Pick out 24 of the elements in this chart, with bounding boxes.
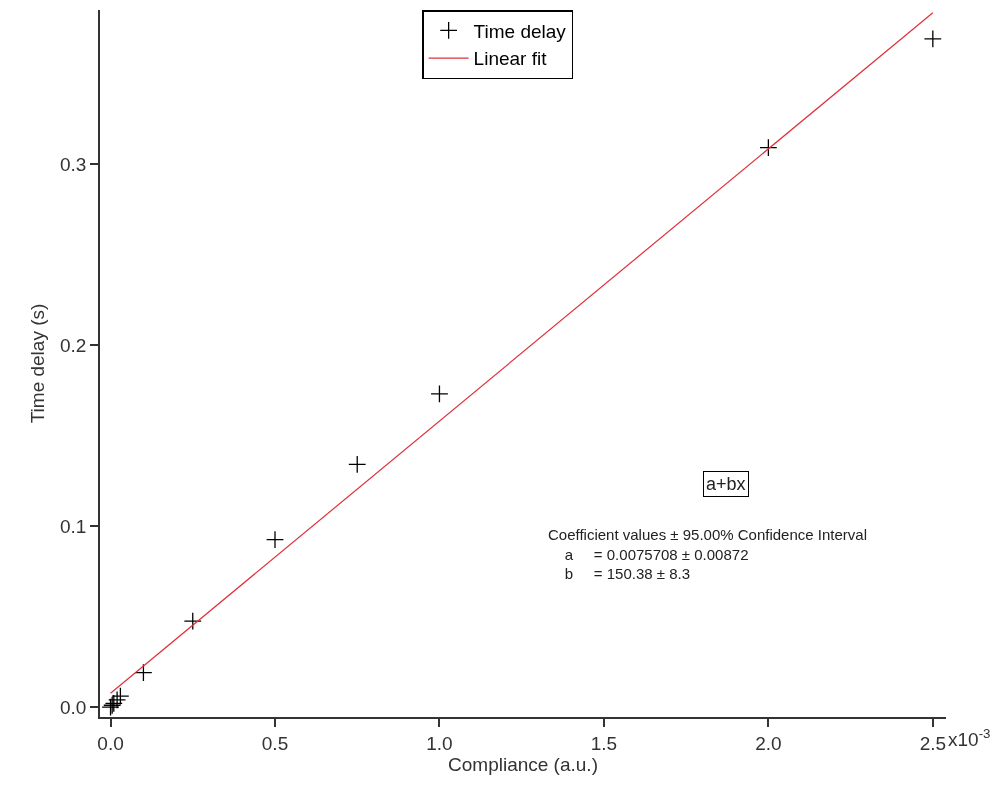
legend-label: Linear fit (473, 48, 548, 70)
point (348, 455, 367, 474)
y-tick-label: 0.2 (60, 334, 87, 356)
x-tick-label: 1.5 (590, 732, 618, 754)
annotation: Coefficient values ± 95.00% Confidence Interval a = 0.0075708 ± 0.00872 b = 150.38 ± 8.3 (548, 526, 867, 582)
point (430, 384, 449, 403)
point (265, 530, 285, 549)
annotation: a+bx (706, 474, 746, 494)
point (923, 29, 942, 49)
x-tick-label: 2.5 (919, 732, 947, 754)
legend-label: Time delay (473, 20, 567, 42)
point (134, 663, 153, 682)
x-tick-label: 0.0 (97, 732, 124, 754)
point (759, 138, 778, 157)
x-tick-label: 2.0 (755, 732, 782, 754)
y-tick-label: 0.1 (60, 515, 87, 537)
y-axis-title: Time delay (s) (27, 303, 49, 424)
y-tick-label: 0.0 (60, 696, 87, 718)
x-tick-label: 0.5 (261, 732, 289, 754)
x-tick-label: 1.0 (426, 732, 453, 754)
x-axis-title: Compliance (a.u.) (448, 753, 598, 775)
text: x10$^{-3}$ (948, 726, 991, 750)
y-tick-label: 0.3 (60, 153, 87, 175)
point (183, 611, 202, 631)
